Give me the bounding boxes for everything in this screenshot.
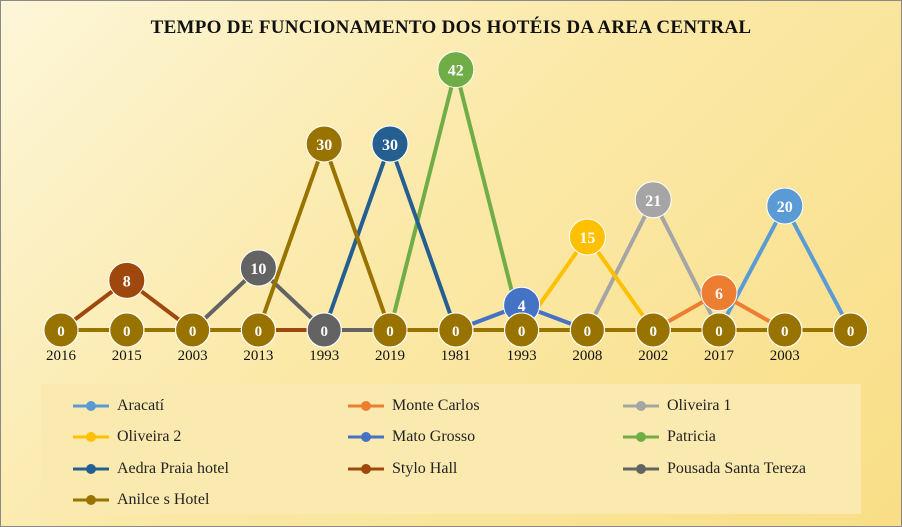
x-tick-label: 2019 — [375, 348, 405, 364]
chart-title: TEMPO DE FUNCIONAMENTO DOS HOTÉIS DA ARE… — [150, 17, 752, 38]
data-point-aedra-praia-hotel — [371, 125, 409, 163]
legend-swatch — [73, 432, 109, 443]
data-point-pousada-santa-tereza — [306, 312, 342, 348]
series-line-oliveira-1 — [61, 197, 851, 332]
legend-swatch — [73, 495, 109, 506]
legend-label: Oliveira 1 — [667, 396, 732, 414]
x-tick-label: 2013 — [243, 348, 273, 364]
data-label: 0 — [386, 324, 394, 340]
data-label: 0 — [584, 324, 592, 340]
data-point-patricia — [437, 51, 475, 89]
data-point-oliveira-2 — [568, 218, 606, 256]
chart-legend: Aracatí Monte Carlos Oliveira 1 Oliveira 2 M… — [41, 384, 861, 514]
legend-item-aedra-praia-hotel: Aedra Praia hotel — [71, 453, 346, 485]
data-point-anilce-s-hotel — [833, 312, 869, 348]
data-label: 0 — [320, 324, 328, 340]
data-label: 0 — [781, 324, 789, 340]
legend-label: Monte Carlos — [392, 396, 480, 414]
data-label: 15 — [579, 230, 595, 247]
legend-swatch — [623, 463, 659, 474]
legend-label: Aedra Praia hotel — [117, 459, 229, 477]
data-label: 20 — [777, 199, 793, 216]
legend-swatch — [623, 400, 659, 411]
data-label: 6 — [715, 286, 723, 303]
x-tick-label: 2002 — [638, 348, 668, 364]
legend-label: Anilce s Hotel — [117, 491, 210, 509]
x-tick-label: 2003 — [770, 348, 800, 364]
legend-label: Pousada Santa Tereza — [667, 459, 806, 477]
legend-label: Aracatí — [117, 396, 165, 414]
data-label: 21 — [645, 193, 661, 210]
data-point-anilce-s-hotel — [175, 312, 211, 348]
x-tick-label: 2016 — [46, 348, 77, 364]
x-tick-label: 1993 — [507, 348, 537, 364]
data-point-anilce-s-hotel — [240, 312, 276, 348]
data-label: 0 — [649, 324, 657, 340]
legend-swatch — [73, 400, 109, 411]
x-tick-label: 2008 — [572, 348, 602, 364]
data-point-anilce-s-hotel — [305, 125, 343, 163]
legend-item-stylo-hall: Stylo Hall — [346, 453, 621, 485]
data-label: 30 — [316, 137, 332, 154]
data-point-oliveira-1 — [634, 181, 672, 219]
legend-swatch — [348, 463, 384, 474]
legend-item-pousada-santa-tereza: Pousada Santa Tereza — [621, 453, 861, 485]
legend-label: Stylo Hall — [392, 459, 458, 477]
legend-item-oliveira-1: Oliveira 1 — [621, 390, 861, 422]
line-chart-plot: 2016 2015 2003 2013 1993 2019 1981 1993 2008 2002… — [43, 51, 869, 364]
legend-item-oliveira-2: Oliveira 2 — [71, 422, 346, 454]
data-label: 0 — [847, 324, 855, 340]
legend-item-monte-carlos: Monte Carlos — [346, 390, 621, 422]
data-point-pousada-santa-tereza — [239, 249, 277, 287]
legend-label: Mato Grosso — [392, 428, 476, 446]
data-point-anilce-s-hotel — [635, 312, 671, 348]
legend-swatch — [348, 400, 384, 411]
data-point-anilce-s-hotel — [701, 312, 737, 348]
legend-label: Oliveira 2 — [117, 428, 182, 446]
data-point-anilce-s-hotel — [504, 312, 540, 348]
data-point-stylo-hall — [108, 261, 146, 299]
legend-label: Patricia — [667, 428, 716, 446]
data-label: 42 — [448, 63, 464, 80]
data-point-anilce-s-hotel — [569, 312, 605, 348]
x-tick-label: 1981 — [441, 348, 471, 364]
series-line-aracati — [61, 204, 853, 332]
legend-item-mato-grosso: Mato Grosso — [346, 422, 621, 454]
x-tick-label: 2015 — [112, 348, 142, 364]
legend-item-anilce-s-hotel: Anilce s Hotel — [71, 485, 346, 517]
data-label: 0 — [123, 324, 131, 340]
legend-swatch — [73, 463, 109, 474]
x-tick-label: 2003 — [178, 348, 208, 364]
data-label: 0 — [452, 324, 460, 340]
data-point-anilce-s-hotel — [109, 312, 145, 348]
data-point-monte-carlos — [700, 274, 738, 312]
data-label: 0 — [715, 324, 723, 340]
data-point-anilce-s-hotel — [438, 312, 474, 348]
data-point-anilce-s-hotel — [372, 312, 408, 348]
data-label: 0 — [189, 324, 197, 340]
legend-item-patricia: Patricia — [621, 422, 861, 454]
data-label: 4 — [518, 298, 526, 315]
data-label: 10 — [250, 261, 266, 278]
data-point-anilce-s-hotel — [43, 312, 79, 348]
data-label: 0 — [57, 324, 65, 340]
data-label: 8 — [123, 273, 131, 290]
data-point-aracati — [766, 187, 804, 225]
data-label: 30 — [382, 137, 398, 154]
legend-swatch — [623, 432, 659, 443]
data-point-anilce-s-hotel — [767, 312, 803, 348]
x-tick-label: 1993 — [309, 348, 339, 364]
legend-swatch — [348, 432, 384, 443]
data-label: 0 — [518, 324, 526, 340]
x-tick-label: 2017 — [704, 348, 735, 364]
legend-item-aracati: Aracatí — [71, 390, 346, 422]
data-label: 0 — [255, 324, 263, 340]
